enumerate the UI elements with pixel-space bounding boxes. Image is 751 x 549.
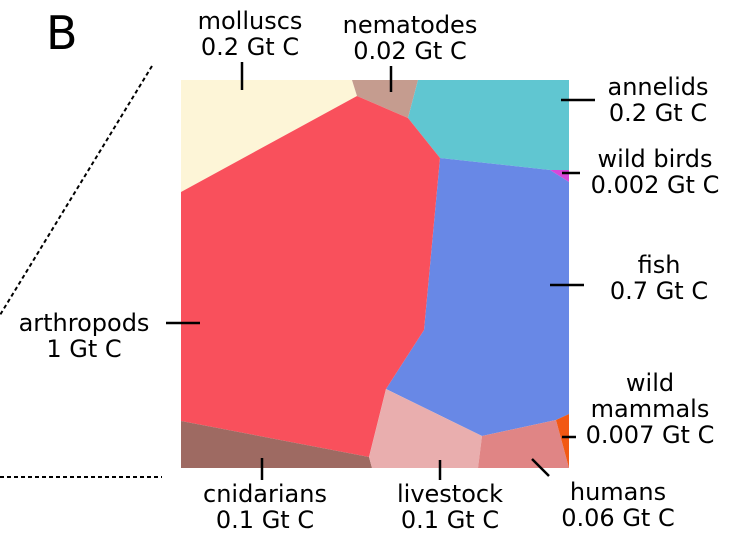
label-annelids-value: 0.2 Gt C [608,99,708,127]
label-wild-mammals-name-line1: wild [625,369,675,397]
label-arthropods-value: 1 Gt C [46,335,122,363]
label-fish-value: 0.7 Gt C [609,277,709,305]
label-annelids-name: annelids [607,73,709,101]
label-wild-mammals: wild mammals 0.007 Gt C [575,370,725,448]
label-humans: humans 0.06 Gt C [548,479,688,531]
label-fish: fish 0.7 Gt C [600,252,718,304]
label-cnidarians-name: cnidarians [203,480,327,508]
cell-nematodes [352,80,418,118]
label-wild-birds-value: 0.002 Gt C [590,171,720,199]
cell-arthropods [181,96,440,457]
label-cnidarians: cnidarians 0.1 Gt C [190,481,340,533]
label-molluscs: molluscs 0.2 Gt C [186,8,314,60]
cell-wild-mammals [556,414,569,468]
label-annelids: annelids 0.2 Gt C [598,74,718,126]
label-cnidarians-value: 0.1 Gt C [215,506,315,534]
cell-livestock [369,389,482,468]
label-livestock-name: livestock [397,480,503,508]
label-nematodes-name: nematodes [342,11,478,39]
label-arthropods: arthropods 1 Gt C [6,310,162,362]
cell-fish [386,158,569,436]
cell-annelids [408,80,569,170]
zoom-guide-top [0,65,153,316]
label-wild-mammals-name-line2: mammals [590,395,710,423]
panel-label: B [46,6,78,60]
label-molluscs-name: molluscs [197,7,303,35]
label-molluscs-value: 0.2 Gt C [200,33,300,61]
label-livestock: livestock 0.1 Gt C [380,481,520,533]
label-arthropods-name: arthropods [18,309,150,337]
cell-humans [478,420,569,468]
label-wild-birds-name: wild birds [597,145,713,173]
label-fish-name: fish [637,251,681,279]
leader-humans [531,458,550,477]
label-wild-mammals-value: 0.007 Gt C [585,421,715,449]
cell-molluscs [181,80,357,192]
label-humans-value: 0.06 Gt C [561,504,675,532]
cell-cnidarians [181,421,372,468]
label-wild-birds: wild birds 0.002 Gt C [580,146,730,198]
leader-lines [166,62,595,480]
label-humans-name: humans [569,478,667,506]
label-livestock-value: 0.1 Gt C [400,506,500,534]
label-nematodes-value: 0.02 Gt C [353,37,467,65]
label-nematodes: nematodes 0.02 Gt C [330,12,490,64]
